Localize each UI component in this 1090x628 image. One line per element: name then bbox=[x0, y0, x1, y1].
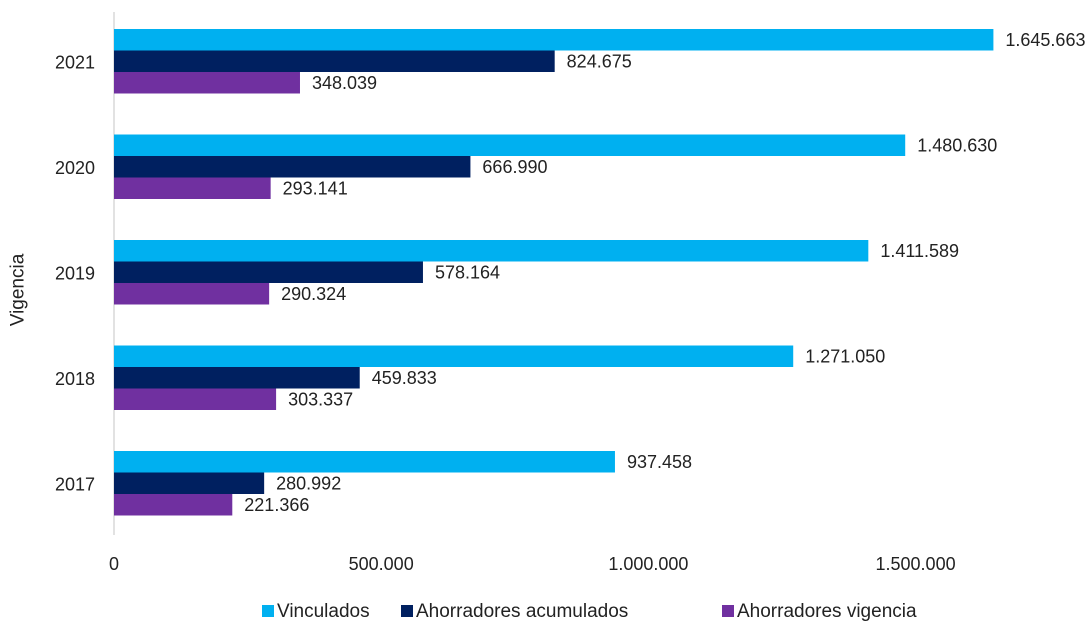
bar-2017-series-2 bbox=[114, 494, 233, 516]
data-label-2020-series-0: 1.480.630 bbox=[917, 135, 997, 155]
data-label-2017-series-1: 280.992 bbox=[276, 473, 341, 493]
data-label-2018-series-1: 459.833 bbox=[372, 368, 437, 388]
y-tick-label-2017: 2017 bbox=[55, 474, 95, 494]
bar-2021-series-2 bbox=[114, 72, 300, 94]
bar-2019-series-0 bbox=[114, 240, 869, 262]
bar-2021-series-1 bbox=[114, 50, 555, 72]
data-label-2017-series-2: 221.366 bbox=[244, 495, 309, 515]
data-label-2020-series-1: 666.990 bbox=[482, 157, 547, 177]
y-axis-title: Vigencia bbox=[8, 253, 29, 326]
bar-2020-series-2 bbox=[114, 177, 271, 199]
x-tick-label-2: 1.000.000 bbox=[608, 554, 688, 574]
data-label-2018-series-2: 303.337 bbox=[288, 389, 353, 409]
bar-2020-series-1 bbox=[114, 156, 471, 178]
data-label-2020-series-2: 293.141 bbox=[283, 178, 348, 198]
data-label-2018-series-0: 1.271.050 bbox=[805, 346, 885, 366]
x-tick-label-0: 0 bbox=[109, 554, 119, 574]
legend-swatch-0 bbox=[262, 605, 274, 617]
bar-2018-series-2 bbox=[114, 388, 277, 410]
bar-2020-series-0 bbox=[114, 134, 906, 156]
bar-2018-series-1 bbox=[114, 367, 360, 389]
bar-2019-series-1 bbox=[114, 261, 423, 283]
data-label-2019-series-1: 578.164 bbox=[435, 262, 500, 282]
x-tick-label-3: 1.500.000 bbox=[876, 554, 956, 574]
y-tick-label-2018: 2018 bbox=[55, 369, 95, 389]
data-label-2021-series-2: 348.039 bbox=[312, 73, 377, 93]
bar-2019-series-2 bbox=[114, 283, 270, 305]
data-label-2019-series-2: 290.324 bbox=[281, 284, 346, 304]
x-tick-label-1: 500.000 bbox=[349, 554, 414, 574]
legend-swatch-2 bbox=[722, 605, 734, 617]
data-label-2021-series-0: 1.645.663 bbox=[1005, 30, 1085, 50]
bar-2017-series-1 bbox=[114, 472, 265, 494]
legend-label-1: Ahorradores acumulados bbox=[416, 601, 628, 622]
bar-2021-series-0 bbox=[114, 29, 994, 51]
legend-label-2: Ahorradores vigencia bbox=[737, 601, 917, 622]
y-tick-label-2021: 2021 bbox=[55, 52, 95, 72]
legend-swatch-1 bbox=[401, 605, 413, 617]
legend-label-0: Vinculados bbox=[277, 601, 370, 622]
data-label-2021-series-1: 824.675 bbox=[567, 51, 632, 71]
bar-2018-series-0 bbox=[114, 345, 794, 367]
y-tick-label-2019: 2019 bbox=[55, 263, 95, 283]
data-label-2017-series-0: 937.458 bbox=[627, 452, 692, 472]
y-tick-label-2020: 2020 bbox=[55, 158, 95, 178]
bar-2017-series-0 bbox=[114, 451, 615, 473]
data-label-2019-series-0: 1.411.589 bbox=[880, 241, 959, 261]
